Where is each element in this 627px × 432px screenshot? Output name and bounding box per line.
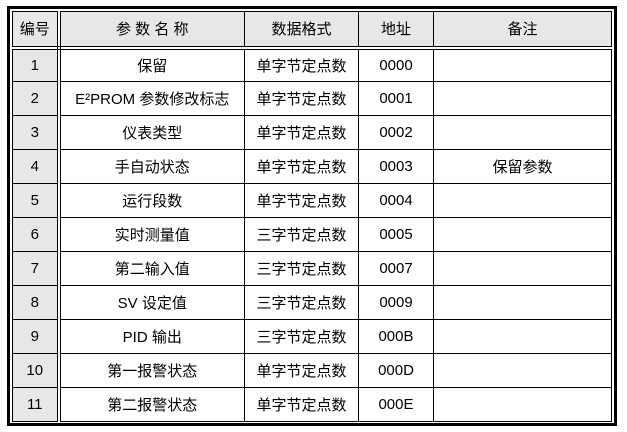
parameter-table-frame: 编号 参 数 名 称 数据格式 地址 备注 1 保留 单字节定点数 0000 2… [7, 6, 617, 426]
table-row: 11 第二报警状态 单字节定点数 000E [12, 387, 612, 422]
cell-name: 第一报警状态 [58, 353, 245, 388]
cell-address: 0007 [358, 251, 434, 286]
cell-address: 000E [358, 387, 434, 422]
cell-format: 单字节定点数 [244, 183, 359, 218]
cell-address: 0009 [358, 285, 434, 320]
cell-address: 0000 [358, 47, 434, 82]
table-row: 7 第二输入值 三字节定点数 0007 [12, 251, 612, 286]
cell-address: 000B [358, 319, 434, 354]
cell-note [433, 319, 612, 354]
cell-no: 7 [12, 251, 61, 286]
cell-name: 运行段数 [58, 183, 245, 218]
col-header-note: 备注 [433, 11, 612, 50]
table-row: 1 保留 单字节定点数 0000 [12, 47, 612, 82]
cell-format: 三字节定点数 [244, 217, 359, 252]
col-header-name: 参 数 名 称 [58, 11, 245, 50]
table-row: 2 E²PROM 参数修改标志 单字节定点数 0001 [12, 81, 612, 116]
cell-format: 单字节定点数 [244, 81, 359, 116]
cell-note [433, 183, 612, 218]
header-row: 编号 参 数 名 称 数据格式 地址 备注 [12, 11, 612, 50]
cell-note [433, 217, 612, 252]
table-row: 5 运行段数 单字节定点数 0004 [12, 183, 612, 218]
cell-note [433, 285, 612, 320]
table-row: 9 PID 输出 三字节定点数 000B [12, 319, 612, 354]
cell-note [433, 353, 612, 388]
cell-format: 单字节定点数 [244, 47, 359, 82]
cell-address: 0004 [358, 183, 434, 218]
cell-format: 单字节定点数 [244, 353, 359, 388]
cell-name: E²PROM 参数修改标志 [58, 81, 245, 116]
cell-no: 11 [12, 387, 61, 422]
cell-no: 4 [12, 149, 61, 184]
col-header-format: 数据格式 [244, 11, 359, 50]
table-row: 10 第一报警状态 单字节定点数 000D [12, 353, 612, 388]
cell-no: 1 [12, 47, 61, 82]
cell-address: 000D [358, 353, 434, 388]
cell-format: 单字节定点数 [244, 149, 359, 184]
cell-address: 0001 [358, 81, 434, 116]
cell-name: 实时测量值 [58, 217, 245, 252]
cell-note: 保留参数 [433, 149, 612, 184]
cell-note [433, 115, 612, 150]
col-header-address: 地址 [358, 11, 434, 50]
cell-address: 0003 [358, 149, 434, 184]
cell-address: 0002 [358, 115, 434, 150]
table-row: 8 SV 设定值 三字节定点数 0009 [12, 285, 612, 320]
cell-format: 三字节定点数 [244, 285, 359, 320]
table-row: 3 仪表类型 单字节定点数 0002 [12, 115, 612, 150]
cell-no: 2 [12, 81, 61, 116]
cell-format: 单字节定点数 [244, 115, 359, 150]
cell-name: 第二输入值 [58, 251, 245, 286]
table-row: 4 手自动状态 单字节定点数 0003 保留参数 [12, 149, 612, 184]
cell-format: 三字节定点数 [244, 319, 359, 354]
cell-address: 0005 [358, 217, 434, 252]
table-row: 6 实时测量值 三字节定点数 0005 [12, 217, 612, 252]
cell-note [433, 251, 612, 286]
cell-name: SV 设定值 [58, 285, 245, 320]
cell-note [433, 387, 612, 422]
parameter-table: 编号 参 数 名 称 数据格式 地址 备注 1 保留 单字节定点数 0000 2… [12, 11, 612, 422]
cell-name: 仪表类型 [58, 115, 245, 150]
cell-name: 保留 [58, 47, 245, 82]
cell-name: 第二报警状态 [58, 387, 245, 422]
cell-format: 三字节定点数 [244, 251, 359, 286]
cell-no: 10 [12, 353, 61, 388]
cell-note [433, 47, 612, 82]
cell-no: 5 [12, 183, 61, 218]
cell-name: PID 输出 [58, 319, 245, 354]
cell-no: 3 [12, 115, 61, 150]
cell-no: 8 [12, 285, 61, 320]
cell-no: 6 [12, 217, 61, 252]
cell-note [433, 81, 612, 116]
cell-name: 手自动状态 [58, 149, 245, 184]
cell-no: 9 [12, 319, 61, 354]
col-header-no: 编号 [12, 11, 61, 50]
cell-format: 单字节定点数 [244, 387, 359, 422]
